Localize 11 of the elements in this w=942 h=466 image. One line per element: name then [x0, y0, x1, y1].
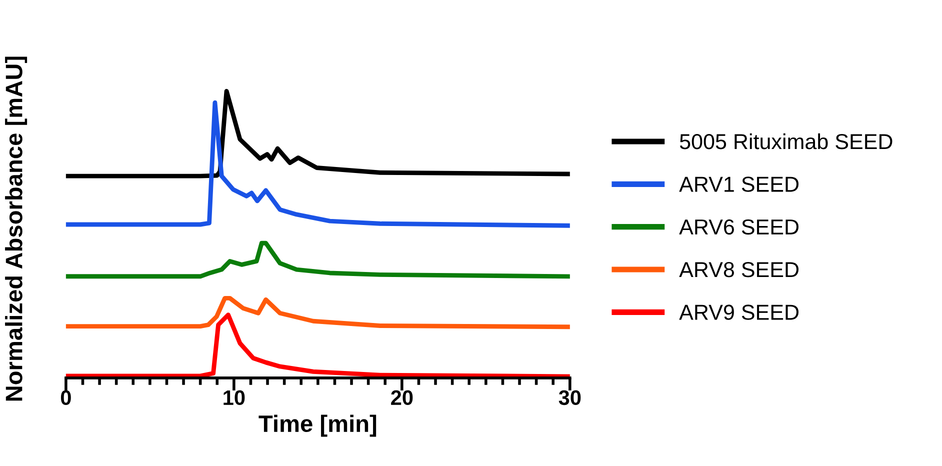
legend-label: ARV1 SEED	[679, 176, 799, 192]
x-tick-label: 10	[224, 390, 245, 406]
legend-label: ARV8 SEED	[679, 262, 799, 278]
legend-label: ARV9 SEED	[679, 304, 799, 320]
x-tick-label: 30	[558, 390, 581, 406]
x-tick-label: 20	[391, 390, 413, 406]
legend-label: 5005 Rituximab SEED	[680, 133, 892, 150]
x-tick-label: 0	[60, 390, 71, 406]
y-axis-title: Normalized Absorbance [mAU]	[5, 56, 28, 401]
legend-label: ARV6 SEED	[679, 219, 799, 235]
x-axis-title: Time [min]	[258, 414, 376, 437]
